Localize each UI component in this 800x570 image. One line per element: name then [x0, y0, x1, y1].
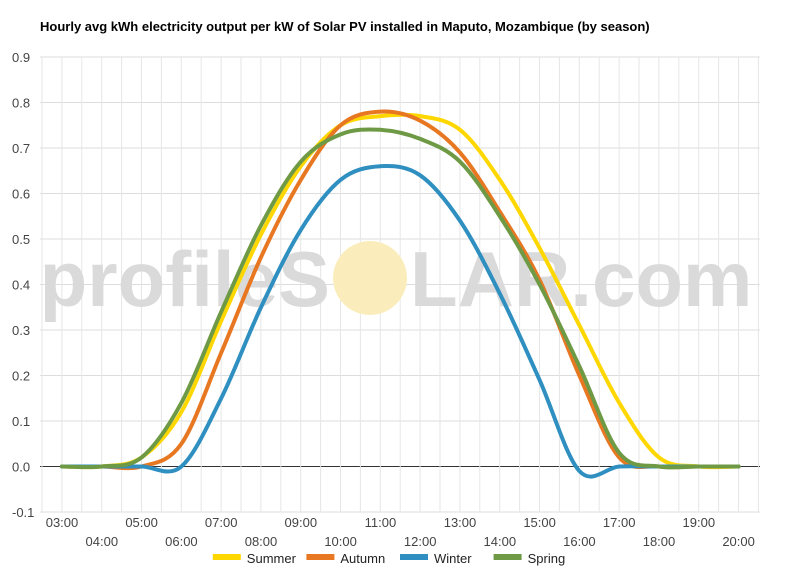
legend-label-autumn: Autumn	[340, 551, 385, 566]
legend-label-spring: Spring	[528, 551, 566, 566]
y-tick-label: 0.5	[12, 232, 30, 247]
legend-label-winter: Winter	[434, 551, 472, 566]
chart-title: Hourly avg kWh electricity output per kW…	[40, 19, 650, 34]
legend-swatch-spring	[493, 554, 522, 560]
series-line-winter	[60, 164, 741, 479]
y-tick-label: 0.6	[12, 187, 30, 202]
x-tick-label: 18:00	[643, 534, 676, 549]
x-tick-label: 05:00	[125, 515, 158, 530]
x-tick-label: 15:00	[523, 515, 556, 530]
watermark-text-right: LAR.com	[410, 235, 752, 323]
x-tick-label: 06:00	[165, 534, 198, 549]
series-line-spring	[60, 127, 741, 470]
legend-swatch-summer	[212, 554, 241, 560]
x-tick-label: 10:00	[324, 534, 357, 549]
legend-swatch-autumn	[306, 554, 335, 560]
x-tick-label: 19:00	[683, 515, 716, 530]
x-tick-label: 11:00	[365, 515, 397, 530]
x-tick-label: 04:00	[86, 534, 119, 549]
y-tick-label: 0.3	[12, 323, 30, 338]
watermark-sun	[333, 241, 407, 315]
x-tick-label: 20:00	[722, 534, 755, 549]
y-tick-label: 0.0	[12, 460, 30, 475]
legend-swatch-winter	[400, 554, 428, 560]
y-tick-label: 0.1	[12, 414, 30, 429]
x-tick-label: 13:00	[444, 515, 477, 530]
x-tick-label: 12:00	[404, 534, 437, 549]
x-tick-label: 17:00	[603, 515, 636, 530]
legend-label-summer: Summer	[247, 551, 297, 566]
series-line-autumn	[60, 109, 741, 471]
x-tick-label: 07:00	[205, 515, 238, 530]
watermark-text-left: profileS	[40, 235, 330, 323]
x-tick-label: 16:00	[563, 534, 596, 549]
y-tick-label: 0.8	[12, 96, 30, 111]
y-tick-label: 0.4	[12, 278, 30, 293]
y-tick-label: 0.2	[12, 369, 30, 384]
x-tick-label: 14:00	[484, 534, 517, 549]
y-tick-label: 0.7	[12, 141, 30, 156]
y-tick-label: 0.9	[12, 50, 30, 65]
y-tick-label: -0.1	[12, 505, 34, 520]
x-tick-label: 08:00	[245, 534, 278, 549]
x-tick-label: 09:00	[285, 515, 318, 530]
x-tick-label: 03:00	[46, 515, 79, 530]
